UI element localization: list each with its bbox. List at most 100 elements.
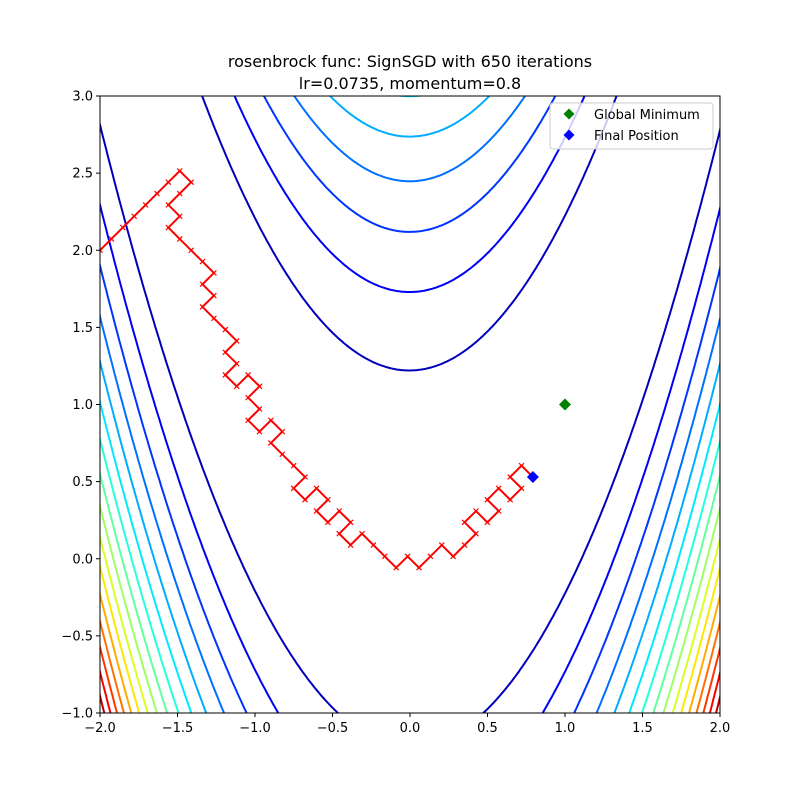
path-point xyxy=(484,519,491,526)
path-point xyxy=(222,349,229,356)
y-tick-label: −0.5 xyxy=(61,629,93,644)
y-tick-label: 1.5 xyxy=(72,321,93,336)
path-point xyxy=(233,360,240,367)
path-point xyxy=(438,542,445,548)
path-point xyxy=(313,508,320,514)
path-point xyxy=(176,213,183,220)
path-point xyxy=(199,304,206,310)
path-point xyxy=(233,383,240,390)
path-point xyxy=(507,496,514,503)
x-tick-label: −1.0 xyxy=(239,721,271,736)
path-point xyxy=(211,270,217,276)
path-point xyxy=(518,485,525,492)
y-tick-label: 1.0 xyxy=(72,398,93,413)
path-point xyxy=(199,281,206,288)
contour-level-1350-lower xyxy=(100,502,720,713)
path-point xyxy=(313,485,320,492)
y-tick-label: 0.0 xyxy=(72,552,93,567)
axis-ticks: −2.0 −1.5 −1.0 −0.5 0.0 0.5 1.0 1.5 2.0 −1.0 −0.5 0… xyxy=(61,90,730,737)
path-point xyxy=(370,542,377,548)
legend-green-diamond-icon xyxy=(563,108,575,120)
path-point xyxy=(495,485,502,492)
path-point xyxy=(154,190,160,197)
path-point xyxy=(302,474,308,480)
contour-level-1200-lower xyxy=(100,469,720,713)
contour-level-450-upper xyxy=(262,96,557,233)
x-tick-label: 2.0 xyxy=(710,721,731,736)
point-markers xyxy=(526,398,571,483)
final-position-marker xyxy=(526,470,539,483)
x-tick-label: −2.0 xyxy=(84,721,116,736)
path-line xyxy=(100,169,534,570)
path-point xyxy=(222,326,229,333)
contour-level-450-lower xyxy=(100,261,720,713)
plot-frame xyxy=(99,95,721,714)
legend: Global Minimum Final Position xyxy=(549,102,714,150)
x-tick-label: 0.0 xyxy=(400,721,421,736)
path-point xyxy=(245,372,252,378)
path-point xyxy=(165,201,172,208)
path-point xyxy=(245,394,252,401)
path-point xyxy=(302,496,308,503)
legend-final-position: Final Position xyxy=(594,129,679,144)
path-point xyxy=(450,553,457,560)
path-point xyxy=(188,179,195,186)
y-tick-label: 2.5 xyxy=(72,167,93,182)
path-point xyxy=(256,406,263,412)
path-point xyxy=(324,519,331,526)
path-point xyxy=(279,451,286,458)
x-tick-label: 0.5 xyxy=(477,721,498,736)
path-point xyxy=(256,428,263,435)
x-tick-label: 1.0 xyxy=(555,721,576,736)
path-point xyxy=(176,190,183,197)
contour-level-600-upper xyxy=(293,96,527,183)
path-point xyxy=(507,474,514,480)
path-point xyxy=(290,485,297,492)
path-point xyxy=(267,417,274,424)
path-point xyxy=(359,530,365,537)
path-point xyxy=(347,519,354,526)
path-point xyxy=(416,564,422,571)
x-tick-label: 1.5 xyxy=(632,721,653,736)
y-tick-label: 3.0 xyxy=(72,90,93,105)
path-point xyxy=(347,542,354,548)
x-tick-label: −0.5 xyxy=(317,721,349,736)
x-tick-label: −1.5 xyxy=(162,721,194,736)
path-point xyxy=(199,258,206,265)
path-point xyxy=(100,247,103,254)
path-point xyxy=(211,292,217,299)
contour-level-1500-lower xyxy=(100,533,720,713)
path-point xyxy=(279,428,286,435)
path-point xyxy=(336,530,343,537)
path-point xyxy=(404,553,411,560)
contour-level-1950-lower xyxy=(100,617,720,713)
legend-blue-diamond-icon xyxy=(563,129,575,141)
path-point xyxy=(176,235,183,242)
path-point xyxy=(427,553,434,560)
path-point xyxy=(461,519,468,526)
contour-level-1800-lower xyxy=(100,590,720,713)
contour-level-300-upper xyxy=(233,96,586,293)
path-point xyxy=(165,179,172,186)
path-point xyxy=(188,247,195,254)
legend-global-minimum: Global Minimum xyxy=(594,108,700,123)
path-point xyxy=(222,372,229,378)
path-point xyxy=(211,315,217,322)
path-point xyxy=(245,417,252,424)
contour-level-150-upper xyxy=(201,96,618,372)
y-tick-label: 2.0 xyxy=(72,244,93,259)
contour-level-600-lower xyxy=(100,312,720,713)
path-point xyxy=(336,508,343,514)
path-point xyxy=(381,553,388,560)
contour-level-750-upper xyxy=(328,96,491,138)
path-point xyxy=(142,201,149,208)
path-point xyxy=(495,508,502,514)
y-tick-label: 0.5 xyxy=(72,475,93,490)
contour-level-750-lower xyxy=(100,357,720,713)
path-point xyxy=(256,383,263,390)
contour-level-300-lower xyxy=(100,200,720,713)
path-point xyxy=(324,496,331,503)
y-tick-label: −1.0 xyxy=(61,707,93,722)
optimizer-path xyxy=(100,167,536,571)
